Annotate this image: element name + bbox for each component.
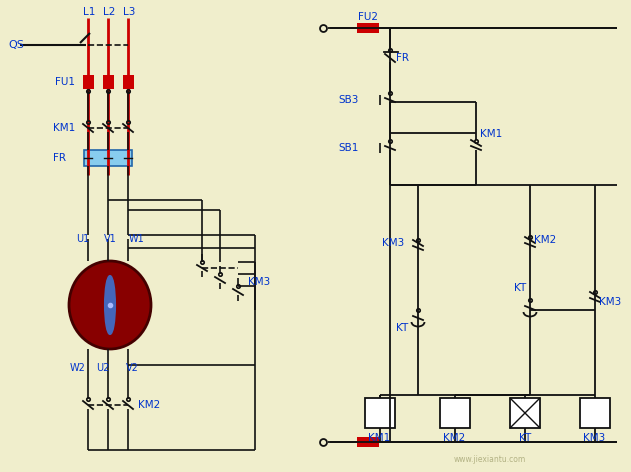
Text: KM3: KM3 bbox=[583, 433, 605, 443]
Bar bbox=[440, 398, 470, 428]
Text: SB3: SB3 bbox=[338, 95, 358, 105]
Text: FR: FR bbox=[396, 53, 409, 63]
Bar bbox=[357, 437, 379, 447]
Text: KM2: KM2 bbox=[138, 400, 160, 410]
Ellipse shape bbox=[69, 261, 151, 349]
Text: SB1: SB1 bbox=[338, 143, 358, 153]
Text: L2: L2 bbox=[103, 7, 115, 17]
Ellipse shape bbox=[105, 276, 115, 334]
Text: FU1: FU1 bbox=[55, 77, 75, 87]
Text: KM1: KM1 bbox=[53, 123, 75, 133]
Text: V2: V2 bbox=[126, 363, 139, 373]
Bar bbox=[122, 75, 134, 89]
Text: U1: U1 bbox=[76, 234, 89, 244]
Bar bbox=[84, 150, 132, 166]
Text: KM3: KM3 bbox=[599, 297, 622, 307]
Text: V1: V1 bbox=[104, 234, 117, 244]
Text: www.jiexiantu.com: www.jiexiantu.com bbox=[454, 455, 526, 464]
Bar bbox=[510, 398, 540, 428]
Text: KT: KT bbox=[396, 323, 408, 333]
Bar bbox=[357, 23, 379, 33]
Text: FR: FR bbox=[53, 153, 66, 163]
Text: QS: QS bbox=[8, 40, 24, 50]
Text: KM3: KM3 bbox=[382, 238, 404, 248]
Text: KT: KT bbox=[519, 433, 531, 443]
Bar bbox=[580, 398, 610, 428]
Text: KM1: KM1 bbox=[480, 129, 502, 139]
Text: KT: KT bbox=[514, 283, 526, 293]
Text: W2: W2 bbox=[70, 363, 86, 373]
Bar bbox=[83, 75, 93, 89]
Text: W1: W1 bbox=[129, 234, 144, 244]
Text: KM2: KM2 bbox=[534, 235, 557, 245]
Text: FU2: FU2 bbox=[358, 12, 378, 22]
Text: L3: L3 bbox=[123, 7, 136, 17]
Bar bbox=[365, 398, 395, 428]
Text: KM1: KM1 bbox=[368, 433, 390, 443]
Text: U2: U2 bbox=[96, 363, 109, 373]
Bar bbox=[102, 75, 114, 89]
Text: KM3: KM3 bbox=[248, 277, 270, 287]
Text: L1: L1 bbox=[83, 7, 95, 17]
Text: KM2: KM2 bbox=[443, 433, 465, 443]
